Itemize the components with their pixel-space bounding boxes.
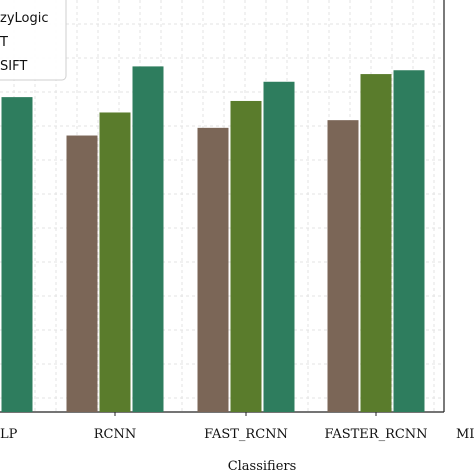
- bar-sift-rcnn: [132, 66, 164, 413]
- bar-t-fast_rcnn: [230, 100, 262, 413]
- legend: zyLogic T SIFT: [0, 0, 67, 81]
- x-tick-label: ML: [456, 427, 474, 442]
- x-tick-label: FAST_RCNN: [204, 427, 288, 442]
- x-tick-labels: LP RCNN FAST_RCNN FASTER_RCNN ML: [0, 412, 474, 442]
- bar-zylogic-fast_rcnn: [197, 127, 229, 412]
- x-axis-title: Classifiers: [228, 459, 297, 474]
- bars: [1, 66, 425, 413]
- bar-zylogic-rcnn: [66, 135, 98, 412]
- legend-entry-sift: SIFT: [0, 59, 27, 74]
- bar-t-rcnn: [99, 112, 131, 412]
- legend-entry-zylogic: zyLogic: [0, 11, 49, 26]
- bar-sift-faster_rcnn: [393, 70, 425, 413]
- bar-sift-fast_rcnn: [263, 81, 295, 412]
- bar-zylogic-faster_rcnn: [327, 120, 359, 412]
- legend-entry-t: T: [0, 35, 8, 50]
- bar-sift-mlp: [1, 97, 33, 413]
- x-tick-label: LP: [0, 427, 18, 442]
- legend-box: [0, 0, 67, 81]
- x-tick-label: RCNN: [94, 427, 137, 442]
- x-tick-label: FASTER_RCNN: [324, 427, 427, 442]
- bar-t-faster_rcnn: [360, 74, 392, 412]
